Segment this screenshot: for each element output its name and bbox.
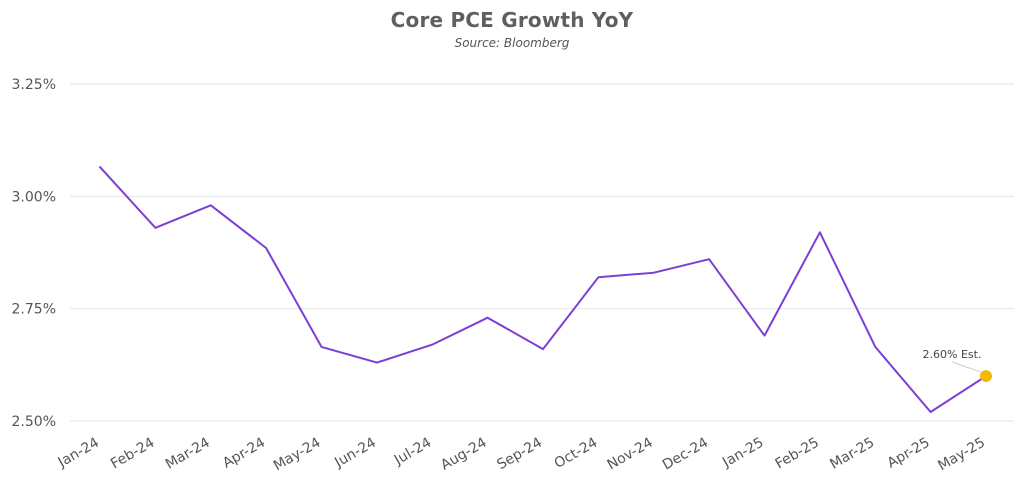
x-tick-label: May-25 — [935, 435, 988, 475]
annotation-label: 2.60% Est. — [923, 348, 982, 361]
x-tick-label: Oct-24 — [552, 435, 601, 472]
x-tick-label: Nov-24 — [605, 435, 656, 474]
x-tick-label: Jun-24 — [331, 435, 379, 472]
chart-title: Core PCE Growth YoY — [390, 8, 634, 32]
x-tick-label: Apr-24 — [220, 435, 268, 472]
x-tick-label: Feb-24 — [108, 435, 157, 473]
x-tick-label: Apr-25 — [885, 435, 933, 472]
x-tick-label: Dec-24 — [660, 435, 711, 474]
estimate-point-marker — [980, 370, 992, 383]
x-tick-label: Mar-24 — [163, 435, 213, 473]
x-tick-label: Jul-24 — [391, 435, 434, 469]
y-tick-label: 3.25% — [12, 77, 56, 93]
x-tick-label: Jan-24 — [55, 435, 102, 472]
series-line — [99, 166, 987, 413]
x-tick-label: May-24 — [271, 435, 324, 475]
y-tick-label: 2.75% — [12, 302, 56, 318]
x-tick-label: Jan-25 — [719, 435, 766, 472]
x-tick-label: Mar-25 — [827, 435, 877, 473]
annotation-leader-line — [951, 361, 982, 373]
y-tick-label: 3.00% — [12, 189, 56, 205]
chart-subtitle: Source: Bloomberg — [454, 36, 570, 50]
x-tick-label: Aug-24 — [438, 435, 490, 474]
x-tick-label: Sep-24 — [494, 435, 545, 474]
y-tick-label: 2.50% — [12, 414, 56, 430]
x-tick-label: Feb-25 — [773, 435, 822, 473]
